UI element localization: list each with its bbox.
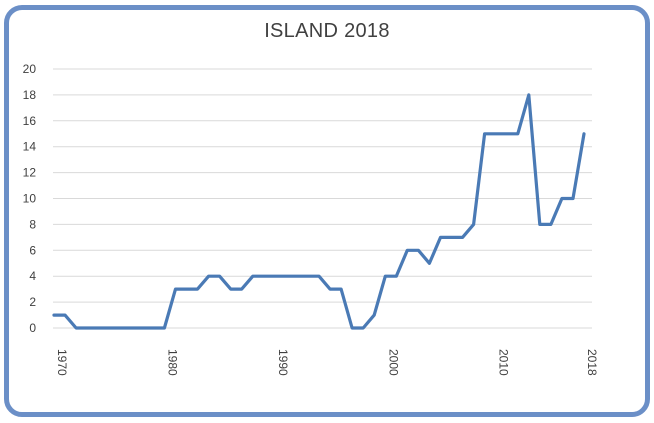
x-tick-label: 2010	[497, 349, 511, 376]
chart-title: ISLAND 2018	[264, 20, 390, 42]
x-tick-label: 1990	[276, 349, 290, 376]
y-tick-label: 16	[23, 114, 37, 128]
y-tick-label: 20	[23, 62, 37, 76]
gridlines	[53, 68, 592, 329]
x-tick-label: 2000	[386, 349, 400, 376]
y-tick-label: 6	[29, 243, 36, 257]
series-line	[52, 93, 586, 330]
x-tick-label: 2018	[585, 349, 599, 376]
y-tick-label: 2	[29, 295, 36, 309]
chart-frame	[4, 5, 650, 417]
y-tick-label: 12	[23, 166, 37, 180]
y-tick-label: 4	[29, 269, 36, 283]
series-group	[52, 93, 586, 330]
x-tick-label: 1970	[55, 349, 69, 376]
y-tick-label: 8	[29, 217, 36, 231]
x-axis-ticks: 1970 1980 1990 2000 2010 2018	[55, 349, 599, 376]
y-tick-label: 10	[23, 192, 37, 206]
x-tick-label: 1980	[165, 349, 179, 376]
y-tick-label: 0	[29, 321, 36, 335]
y-tick-label: 14	[23, 140, 37, 154]
y-tick-label: 18	[23, 88, 37, 102]
y-axis-ticks: 0 2 4 6 8 10 12 14 16 18 20	[23, 62, 37, 335]
